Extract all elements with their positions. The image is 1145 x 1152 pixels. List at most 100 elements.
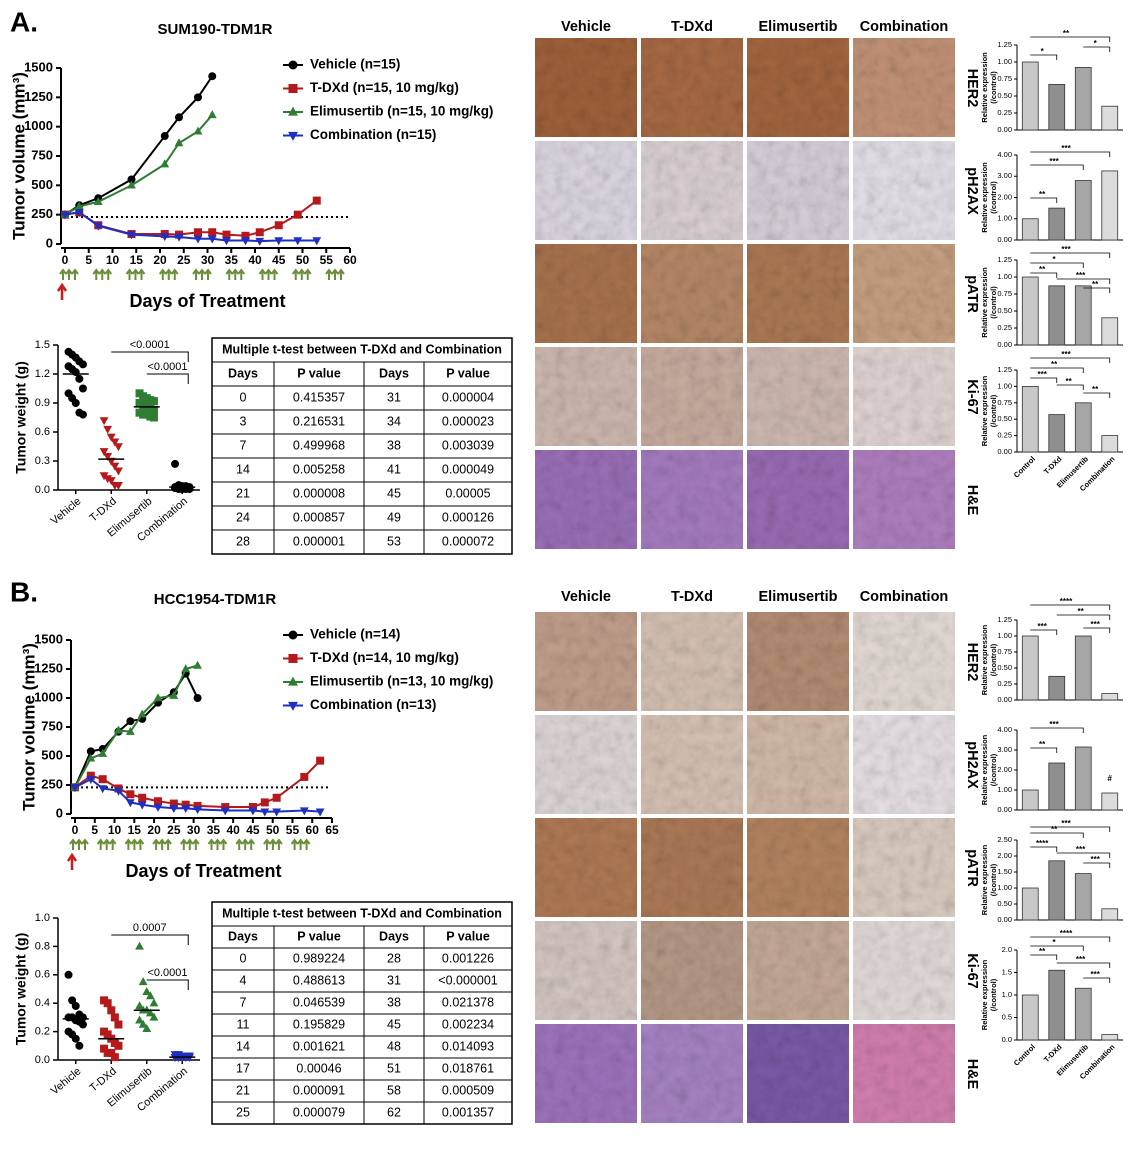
table-cell: 51 xyxy=(387,1061,401,1075)
x-tick-label: 20 xyxy=(153,253,167,267)
ihc-column-label: Vehicle xyxy=(561,589,611,605)
bar xyxy=(1021,887,1039,921)
marker xyxy=(137,801,147,810)
dose-arrow xyxy=(192,838,200,850)
ihc-texture xyxy=(535,818,637,917)
table-cell: 31 xyxy=(387,390,401,404)
y-axis-label: (/control) xyxy=(989,286,998,319)
bar xyxy=(1101,1034,1119,1041)
panel-label: B. xyxy=(10,576,38,607)
y-axis-label: Relative expression xyxy=(980,959,989,1030)
x-tick-label: Control xyxy=(1012,454,1037,479)
table-cell: 0.005258 xyxy=(293,462,345,476)
marker xyxy=(99,417,109,426)
x-tick-label: Control xyxy=(1012,1042,1037,1067)
ihc-column-label: Elimusertib xyxy=(759,19,838,35)
legend-label: Vehicle (n=14) xyxy=(310,627,400,642)
table-cell: 0.000126 xyxy=(442,510,494,524)
y-tick-label: 750 xyxy=(31,147,53,162)
marker xyxy=(145,1008,155,1017)
significance-bracket xyxy=(1030,54,1058,60)
table-cell: 38 xyxy=(387,438,401,452)
dose-arrow xyxy=(108,838,117,850)
table-cell: 17 xyxy=(236,1061,250,1075)
marker xyxy=(160,132,169,141)
marker xyxy=(78,410,87,419)
marker xyxy=(248,803,257,812)
marker xyxy=(241,231,250,240)
table-cell: 0.000001 xyxy=(293,534,345,548)
bar xyxy=(1074,67,1092,131)
ihc-texture xyxy=(747,921,849,1020)
marker xyxy=(68,996,77,1005)
table-cell: 0.002234 xyxy=(442,1017,494,1031)
marker xyxy=(86,753,96,762)
table-cell: 45 xyxy=(387,1017,401,1031)
dose-arrow xyxy=(264,268,273,280)
significance-bracket xyxy=(1030,936,1111,942)
y-tick-label: 0.00 xyxy=(997,695,1012,704)
start-arrow xyxy=(66,852,78,870)
ihc-column-label: Vehicle xyxy=(561,19,611,35)
table-title: Multiple t-test between T-DXd and Combin… xyxy=(222,906,502,920)
marker xyxy=(288,676,298,686)
x-tick-label: T-DXd xyxy=(1042,454,1064,476)
dose-arrow xyxy=(225,268,234,280)
marker xyxy=(114,725,123,734)
marker xyxy=(110,462,120,471)
marker xyxy=(154,797,163,806)
y-tick-label: 1000 xyxy=(34,689,63,704)
ihc-row-label: HER2 xyxy=(964,643,980,682)
bar xyxy=(1101,105,1119,131)
table-title: Multiple t-test between T-DXd and Combin… xyxy=(222,342,502,356)
dose-arrow xyxy=(136,838,145,850)
table-cell: 48 xyxy=(387,1039,401,1053)
marker xyxy=(74,201,84,210)
bar xyxy=(1048,762,1066,811)
table-cell: 25 xyxy=(236,1105,250,1119)
y-tick-label: 1.00 xyxy=(997,214,1012,223)
legend-label: Elimusertib (n=13, 10 mg/kg) xyxy=(310,674,493,689)
marker xyxy=(153,693,163,702)
significance-bracket xyxy=(1030,262,1084,268)
dose-arrow xyxy=(92,268,101,280)
dose-arrow xyxy=(158,838,166,850)
dose-arrow xyxy=(124,838,133,850)
y-tick-label: 3.00 xyxy=(997,171,1012,180)
marker xyxy=(100,1044,109,1053)
dose-arrow xyxy=(213,838,222,850)
ihc-texture xyxy=(747,244,849,343)
table-header: P value xyxy=(446,366,490,380)
table-cell: 21 xyxy=(236,1083,250,1097)
table-cell: 0.018761 xyxy=(442,1061,494,1075)
table-cell: 28 xyxy=(387,951,401,965)
significance-label: *** xyxy=(1076,955,1086,964)
x-tick-label: Vehicle xyxy=(49,1065,84,1097)
legend-label: Vehicle (n=15) xyxy=(310,57,400,72)
marker xyxy=(193,801,202,810)
marker xyxy=(114,1020,123,1029)
legend-label: T-DXd (n=14, 10 mg/kg) xyxy=(310,650,459,665)
marker xyxy=(260,798,269,807)
ihc-texture xyxy=(641,715,743,814)
marker xyxy=(127,180,136,189)
bar xyxy=(1074,285,1092,346)
significance-bracket xyxy=(1030,945,1084,951)
dose-arrow xyxy=(75,838,83,850)
significance-label: <0.0001 xyxy=(147,967,187,979)
bar xyxy=(1048,207,1066,241)
marker xyxy=(114,481,123,490)
significance-bracket xyxy=(1030,367,1084,373)
y-tick-label: 0.8 xyxy=(35,940,50,952)
significance-bracket xyxy=(1030,272,1058,278)
dose-arrow xyxy=(237,268,246,280)
y-tick-label: 0 xyxy=(56,805,63,820)
marker xyxy=(98,785,108,794)
significance-bracket xyxy=(1056,962,1111,968)
ihc-texture xyxy=(747,450,849,549)
marker xyxy=(299,807,309,816)
marker xyxy=(114,467,123,476)
significance-label: ** xyxy=(1077,607,1084,616)
y-tick-label: 2.00 xyxy=(997,851,1012,860)
chart-title: SUM190-TDM1R xyxy=(157,21,272,38)
